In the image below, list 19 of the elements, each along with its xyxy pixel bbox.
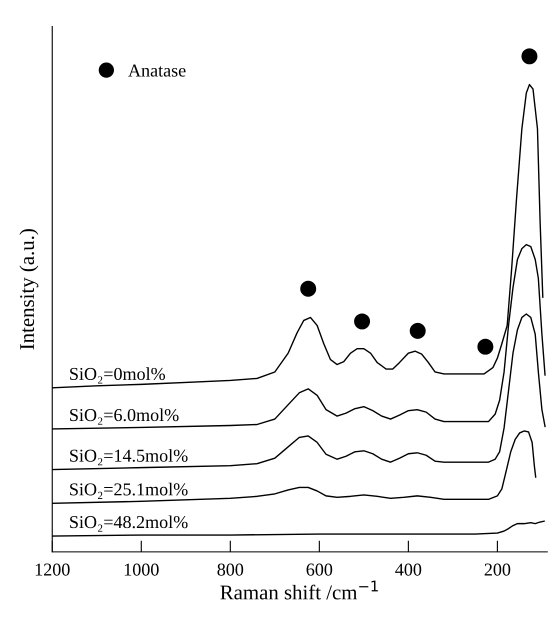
legend-label: Anatase bbox=[128, 64, 186, 77]
x-axis-title: Raman shift /cm$^{−1}$ bbox=[220, 580, 378, 600]
x-tick-label: 1000 bbox=[124, 564, 159, 576]
series-label: SiO₂=48.2mol% bbox=[70, 515, 188, 532]
series-label: SiO₂=0mol% bbox=[70, 367, 166, 384]
x-tick-label: 1200 bbox=[36, 564, 70, 576]
point bbox=[477, 338, 494, 355]
series-label: SiO₂=14.5mol% bbox=[70, 449, 188, 466]
series-label: SiO₂=25.1mol% bbox=[70, 482, 188, 499]
point bbox=[300, 280, 316, 297]
x-tick-label: 800 bbox=[217, 564, 244, 576]
y-axis-title: Intensity (a.u.) bbox=[19, 229, 38, 350]
x-tick-label: 200 bbox=[484, 564, 510, 576]
point bbox=[410, 322, 426, 339]
x-tick-label: 400 bbox=[395, 564, 422, 576]
point bbox=[354, 313, 370, 330]
point bbox=[521, 48, 538, 64]
x-tick-label: 600 bbox=[306, 564, 332, 576]
series-label: SiO₂=6.0mol% bbox=[70, 408, 179, 425]
